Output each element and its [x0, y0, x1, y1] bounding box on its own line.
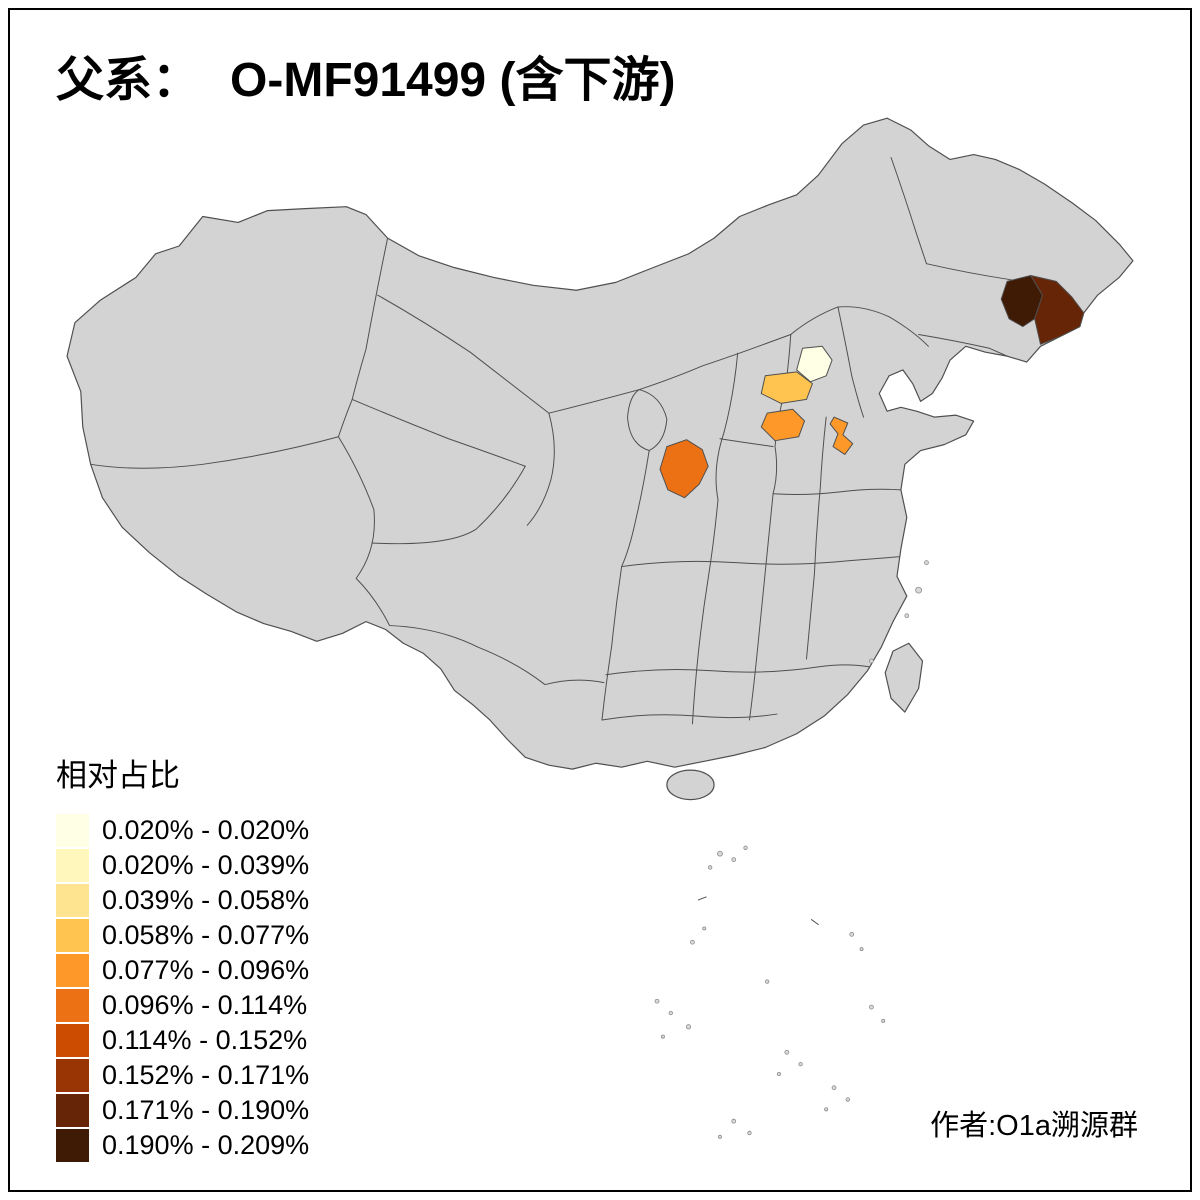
legend-label: 0.152% - 0.171% [102, 1060, 310, 1090]
legend-row: 0.096% - 0.114% [56, 988, 309, 1023]
author-credit: 作者:O1a溯源群 [930, 1110, 1138, 1142]
map-frame: 父系： O-MF91499 (含下游) 相对占比 0.020% - 0.020% 0… [8, 8, 1192, 1192]
legend-row: 0.020% - 0.020% [56, 813, 309, 848]
highlight-region [659, 439, 709, 499]
hainan-island [666, 769, 715, 801]
legend-swatch [56, 1094, 89, 1127]
page-title: 父系： O-MF91499 (含下游) [56, 40, 675, 110]
china-mainland [66, 117, 1134, 770]
legend-row: 0.020% - 0.039% [56, 848, 309, 883]
legend-swatch [56, 849, 89, 882]
legend-label: 0.171% - 0.190% [102, 1095, 310, 1125]
legend-label: 0.058% - 0.077% [102, 920, 310, 950]
legend-swatch [56, 919, 89, 952]
legend-label: 0.190% - 0.209% [102, 1130, 310, 1160]
legend-swatch [56, 1059, 89, 1092]
legend-label: 0.020% - 0.039% [102, 850, 310, 880]
title-prefix: 父系： [56, 54, 201, 107]
legend-swatch [56, 1129, 89, 1162]
legend-label: 0.020% - 0.020% [102, 815, 310, 845]
highlight-region [760, 408, 806, 442]
highlight-region [1030, 275, 1085, 345]
legend-swatch [56, 989, 89, 1022]
legend-row: 0.058% - 0.077% [56, 918, 309, 953]
legend-row: 0.039% - 0.058% [56, 883, 309, 918]
highlight-region [829, 416, 854, 455]
taiwan-island [884, 642, 924, 713]
legend-label: 0.077% - 0.096% [102, 955, 310, 985]
legend-row: 0.077% - 0.096% [56, 953, 309, 988]
legend-swatch [56, 814, 89, 847]
province-borders [90, 157, 1038, 725]
legend-swatch [56, 884, 89, 917]
islands [666, 560, 929, 801]
legend-row: 0.171% - 0.190% [56, 1093, 309, 1128]
legend-row: 0.114% - 0.152% [56, 1023, 309, 1058]
title-main: O-MF91499 (含下游) [230, 54, 676, 107]
highlighted-regions [659, 275, 1085, 499]
legend-row: 0.152% - 0.171% [56, 1058, 309, 1093]
legend: 相对占比 0.020% - 0.020% 0.020% - 0.039% 0.039… [56, 750, 309, 1163]
legend-title: 相对占比 [56, 758, 180, 793]
legend-row: 0.190% - 0.209% [56, 1128, 309, 1163]
south-china-sea-islets [654, 845, 886, 1139]
highlight-region [760, 371, 813, 404]
legend-swatch [56, 1024, 89, 1057]
legend-label: 0.096% - 0.114% [102, 990, 308, 1020]
legend-label: 0.039% - 0.058% [102, 885, 310, 915]
china-map [66, 117, 1134, 1139]
highlight-region [796, 345, 833, 383]
legend-swatch [56, 954, 89, 987]
legend-label: 0.114% - 0.152% [102, 1025, 308, 1055]
legend-items: 0.020% - 0.020% 0.020% - 0.039% 0.039% - 0… [56, 813, 309, 1163]
